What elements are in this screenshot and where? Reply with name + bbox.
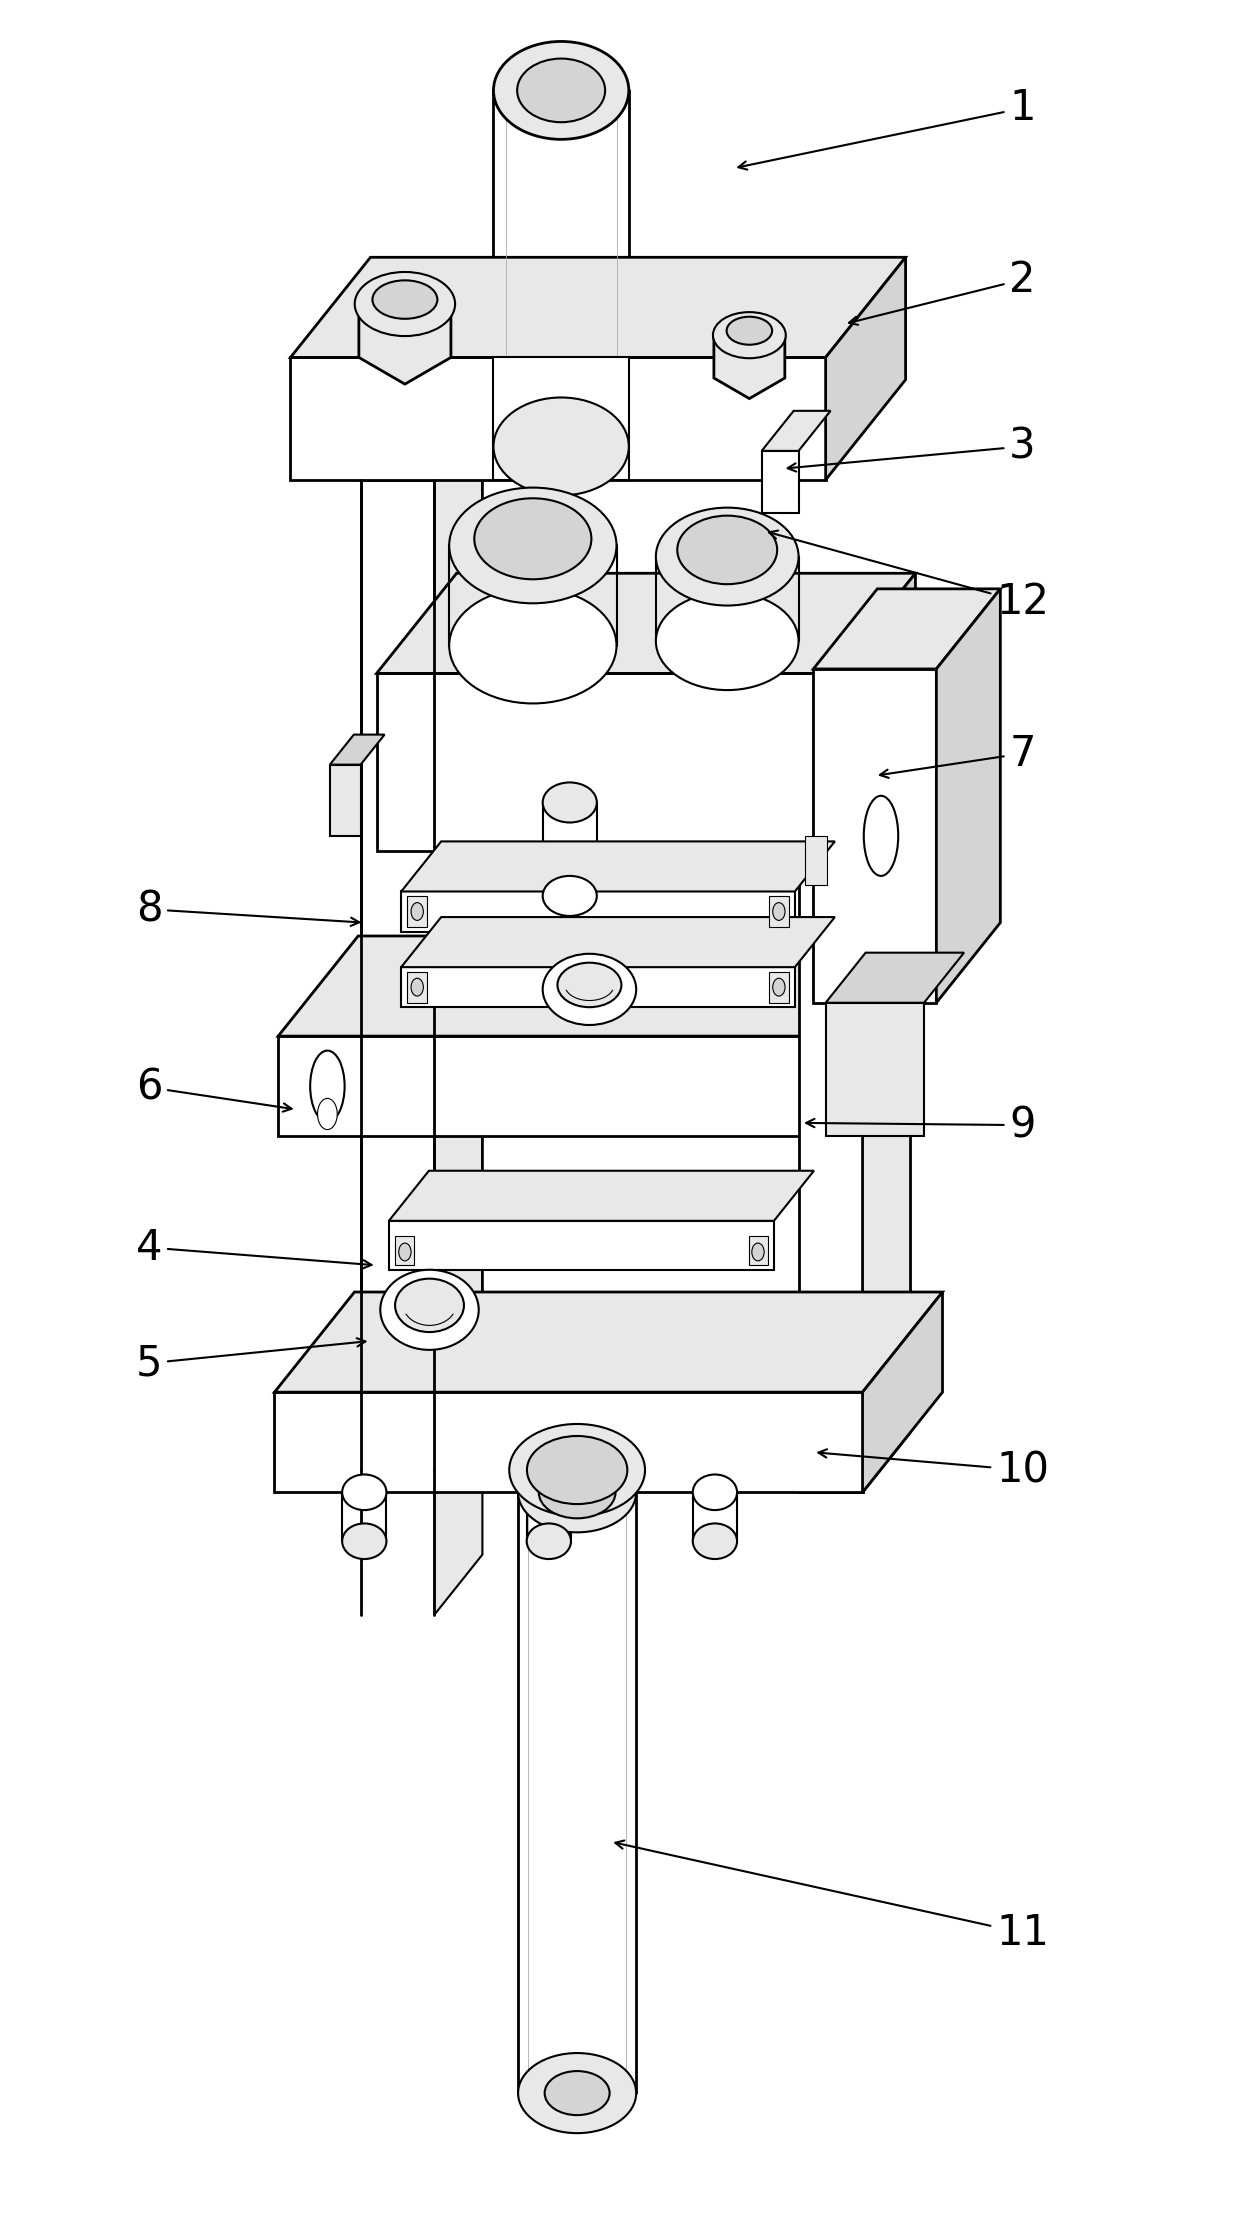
Ellipse shape (343, 1524, 386, 1560)
Polygon shape (762, 410, 831, 450)
Ellipse shape (539, 1466, 615, 1517)
Ellipse shape (411, 902, 423, 920)
Text: 10: 10 (819, 1448, 1049, 1491)
Ellipse shape (545, 2072, 609, 2114)
Polygon shape (291, 256, 905, 356)
Polygon shape (863, 791, 910, 1493)
Ellipse shape (517, 58, 605, 123)
Bar (805, 836, 827, 885)
Bar (407, 896, 427, 927)
Polygon shape (376, 673, 836, 851)
Ellipse shape (752, 1243, 764, 1261)
Text: 11: 11 (615, 1840, 1049, 1954)
Ellipse shape (656, 593, 799, 691)
Ellipse shape (493, 397, 629, 495)
Ellipse shape (493, 42, 629, 140)
Bar (769, 971, 789, 1003)
Polygon shape (863, 1292, 942, 1493)
Ellipse shape (411, 978, 423, 996)
Bar (395, 1237, 413, 1266)
Ellipse shape (543, 954, 636, 1025)
Polygon shape (434, 1410, 482, 1615)
Ellipse shape (713, 312, 785, 359)
Polygon shape (401, 891, 795, 931)
Polygon shape (814, 668, 936, 1003)
Polygon shape (820, 936, 899, 1136)
Polygon shape (401, 842, 835, 891)
Bar (769, 896, 789, 927)
Ellipse shape (543, 876, 597, 916)
Text: 8: 8 (136, 889, 359, 931)
Polygon shape (936, 588, 1000, 1003)
Text: 12: 12 (769, 530, 1049, 624)
Ellipse shape (677, 515, 777, 584)
Ellipse shape (526, 1437, 628, 1504)
Bar (826, 1003, 924, 1136)
Polygon shape (359, 276, 451, 383)
Polygon shape (714, 316, 785, 399)
Polygon shape (836, 573, 915, 851)
Polygon shape (279, 936, 899, 1036)
Text: 1: 1 (739, 87, 1036, 169)
Polygon shape (275, 1292, 942, 1392)
Polygon shape (401, 918, 835, 967)
Text: 7: 7 (880, 733, 1036, 778)
Ellipse shape (693, 1475, 737, 1511)
Polygon shape (360, 419, 482, 479)
Polygon shape (388, 1170, 814, 1221)
Ellipse shape (318, 1098, 338, 1130)
Polygon shape (275, 1392, 863, 1493)
Text: 6: 6 (136, 1067, 291, 1112)
Ellipse shape (449, 588, 616, 704)
Polygon shape (279, 1036, 820, 1136)
Polygon shape (376, 573, 915, 673)
Ellipse shape (543, 782, 597, 822)
Polygon shape (826, 954, 964, 1003)
Bar (330, 764, 360, 836)
Ellipse shape (372, 281, 438, 319)
Polygon shape (401, 967, 795, 1007)
Bar (493, 356, 629, 479)
Ellipse shape (398, 1243, 411, 1261)
Ellipse shape (557, 962, 621, 1007)
Bar (762, 450, 799, 512)
Ellipse shape (693, 1524, 737, 1560)
Bar (407, 971, 427, 1003)
Text: 4: 4 (136, 1225, 371, 1268)
Polygon shape (291, 356, 826, 479)
Ellipse shape (311, 1052, 344, 1121)
Polygon shape (799, 791, 910, 851)
Polygon shape (388, 1221, 774, 1270)
Bar (799, 851, 863, 1493)
Polygon shape (814, 588, 1000, 668)
Ellipse shape (355, 272, 455, 336)
Ellipse shape (518, 1453, 636, 1533)
Ellipse shape (380, 1270, 478, 1350)
Ellipse shape (864, 795, 898, 876)
Ellipse shape (656, 508, 799, 606)
Bar (360, 479, 434, 1470)
Ellipse shape (518, 2052, 636, 2132)
Text: 3: 3 (788, 426, 1036, 472)
Text: 2: 2 (850, 258, 1036, 325)
Ellipse shape (449, 488, 616, 604)
Ellipse shape (773, 978, 785, 996)
Ellipse shape (526, 1524, 571, 1560)
Polygon shape (434, 419, 482, 1470)
Text: 9: 9 (806, 1105, 1036, 1145)
Polygon shape (330, 735, 385, 764)
Ellipse shape (526, 1475, 571, 1511)
Polygon shape (826, 256, 905, 479)
Ellipse shape (726, 316, 772, 345)
Ellipse shape (395, 1279, 464, 1332)
Ellipse shape (475, 499, 592, 579)
Ellipse shape (509, 1424, 645, 1515)
Bar (750, 1237, 768, 1266)
Text: 5: 5 (136, 1339, 365, 1384)
Ellipse shape (343, 1475, 386, 1511)
Ellipse shape (773, 902, 785, 920)
